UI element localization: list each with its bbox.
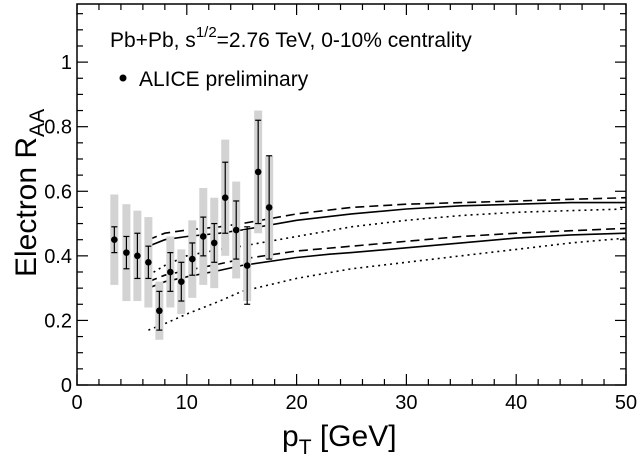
- x-axis-title-main: p: [282, 420, 299, 453]
- y-tick-label: 0.2: [44, 310, 72, 332]
- legend-label: ALICE preliminary: [139, 68, 309, 91]
- y-tick-label: 0: [61, 375, 72, 397]
- header-pre: Pb+Pb, s: [110, 29, 196, 52]
- y-tick-label: 1: [61, 52, 72, 74]
- y-tick-label: 0.4: [44, 246, 72, 268]
- series-line: [148, 201, 626, 247]
- data-point: [156, 307, 163, 315]
- data-point: [243, 262, 251, 269]
- x-tick-label: 0: [71, 392, 82, 414]
- series-line: [147, 208, 627, 276]
- x-tick-label: 50: [615, 392, 637, 414]
- data-point: [210, 239, 218, 247]
- series-line: [148, 196, 627, 241]
- data-point: [232, 226, 240, 234]
- data-point: [254, 168, 262, 176]
- x-axis-title-rest: [GeV]: [312, 420, 397, 453]
- data-point: [221, 194, 229, 202]
- data-point: [167, 268, 174, 276]
- data-point: [265, 204, 273, 211]
- x-tick-label: 20: [285, 392, 307, 414]
- data-point: [134, 252, 141, 260]
- plot-frame: [76, 3, 627, 386]
- x-axis-title: pT [GeV]: [282, 420, 397, 457]
- data-point: [123, 249, 130, 256]
- series-line: [148, 237, 627, 331]
- header-sup: 1/2: [196, 24, 217, 41]
- x-tick-label: 30: [395, 392, 417, 414]
- data-point: [145, 259, 152, 266]
- x-axis-title-sub: T: [299, 436, 312, 457]
- axes: 0 10 20 30 40 50 0 0.2 0.4 0.6 0.8 1: [44, 4, 637, 414]
- y-axis-title-sub: AA: [26, 109, 49, 137]
- x-tick-label: 40: [505, 392, 527, 414]
- data-point: [178, 278, 185, 285]
- data-point: [188, 255, 196, 263]
- y-tick-label: 0.6: [44, 181, 72, 203]
- x-tick-label: 10: [176, 392, 198, 414]
- header-post: =2.76 TeV, 0-10% centrality: [217, 29, 473, 52]
- data-points: [110, 110, 274, 340]
- header-annotation: Pb+Pb, s1/2=2.76 TeV, 0-10% centrality: [110, 24, 472, 52]
- data-point: [199, 233, 207, 240]
- y-axis-title-main: Electron R: [10, 137, 43, 277]
- plot-area: [76, 3, 627, 386]
- legend-marker: [119, 74, 127, 82]
- series-line: [148, 232, 627, 289]
- y-axis-title: Electron RAA: [10, 109, 49, 277]
- data-point: [111, 236, 118, 244]
- y-tick-label: 0.8: [44, 117, 72, 139]
